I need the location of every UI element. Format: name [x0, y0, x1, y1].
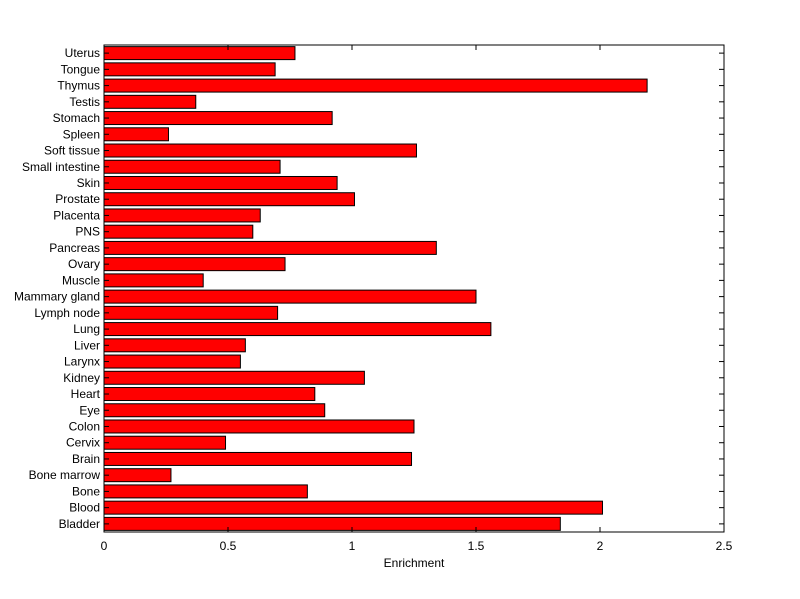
- y-tick-label: Bone marrow: [29, 468, 101, 482]
- bar: [103, 111, 333, 126]
- bar: [103, 354, 241, 369]
- y-tick-label: Soft tissue: [44, 144, 100, 158]
- y-tick-label: Spleen: [63, 127, 100, 141]
- x-tick-label: 1: [349, 539, 356, 553]
- bar: [103, 159, 281, 174]
- bar: [103, 46, 296, 61]
- bar: [103, 468, 172, 483]
- y-tick-label: Thymus: [57, 79, 100, 93]
- y-tick-label: Pancreas: [49, 241, 100, 255]
- x-tick-label: 0: [101, 539, 108, 553]
- y-tick-label: Tongue: [61, 62, 101, 76]
- x-axis-label: Enrichment: [384, 556, 445, 570]
- bar: [103, 127, 169, 142]
- y-tick-label: Heart: [71, 387, 101, 401]
- bar: [103, 289, 477, 304]
- y-tick-label: Brain: [72, 452, 100, 466]
- x-ticks-group: 0 0.5 1 1.5 2 2.5: [101, 45, 733, 553]
- bar: [103, 175, 338, 190]
- y-tick-label: Prostate: [55, 192, 100, 206]
- y-tick-label: Bone: [72, 484, 100, 498]
- y-tick-label: Larynx: [64, 355, 100, 369]
- y-tick-label: Blood: [69, 501, 100, 515]
- plot-frame: [103, 44, 725, 533]
- bar: [103, 322, 492, 337]
- y-tick-label: Small intestine: [22, 160, 100, 174]
- y-tick-label: Eye: [79, 403, 100, 417]
- bar: [103, 208, 261, 223]
- y-tick-label: Lymph node: [34, 306, 100, 320]
- bar: [103, 338, 246, 353]
- bar: [103, 94, 197, 109]
- bar: [103, 62, 276, 77]
- y-tick-label: Bladder: [59, 517, 100, 531]
- bar: [103, 403, 326, 418]
- bar: [103, 500, 603, 515]
- x-tick-label: 0.5: [220, 539, 237, 553]
- y-tick-label: Mammary gland: [14, 290, 100, 304]
- y-tick-label: Kidney: [63, 371, 100, 385]
- bar: [103, 305, 279, 320]
- bar: [103, 78, 648, 93]
- y-tick-label: Skin: [77, 176, 100, 190]
- bar: [103, 143, 417, 158]
- y-tick-label: Lung: [73, 322, 100, 336]
- bar: [103, 257, 286, 272]
- y-tick-label: Colon: [69, 419, 100, 433]
- bar: [103, 451, 413, 466]
- y-tick-label: Cervix: [66, 436, 100, 450]
- y-tick-label: Testis: [69, 95, 100, 109]
- y-tick-label: PNS: [75, 225, 100, 239]
- bar: [103, 370, 365, 385]
- y-ticks-group: Uterus Tongue Thymus Testis Stomach Spleen Sof…: [14, 46, 724, 531]
- y-tick-label: Muscle: [62, 273, 100, 287]
- x-tick-label: 2.5: [716, 539, 733, 553]
- bar: [103, 419, 415, 434]
- x-tick-label: 1.5: [468, 539, 485, 553]
- y-tick-label: Ovary: [68, 257, 100, 271]
- bar: [103, 435, 227, 450]
- bar: [103, 387, 316, 402]
- bar: [103, 224, 254, 239]
- bar: [103, 240, 437, 255]
- y-tick-label: Uterus: [65, 46, 100, 60]
- x-tick-label: 2: [597, 539, 604, 553]
- y-tick-label: Liver: [74, 338, 100, 352]
- y-tick-label: Placenta: [53, 208, 100, 222]
- bar: [103, 273, 204, 288]
- bar: [103, 192, 355, 207]
- bar: [103, 516, 561, 531]
- y-tick-label: Stomach: [53, 111, 100, 125]
- bar: [103, 484, 308, 499]
